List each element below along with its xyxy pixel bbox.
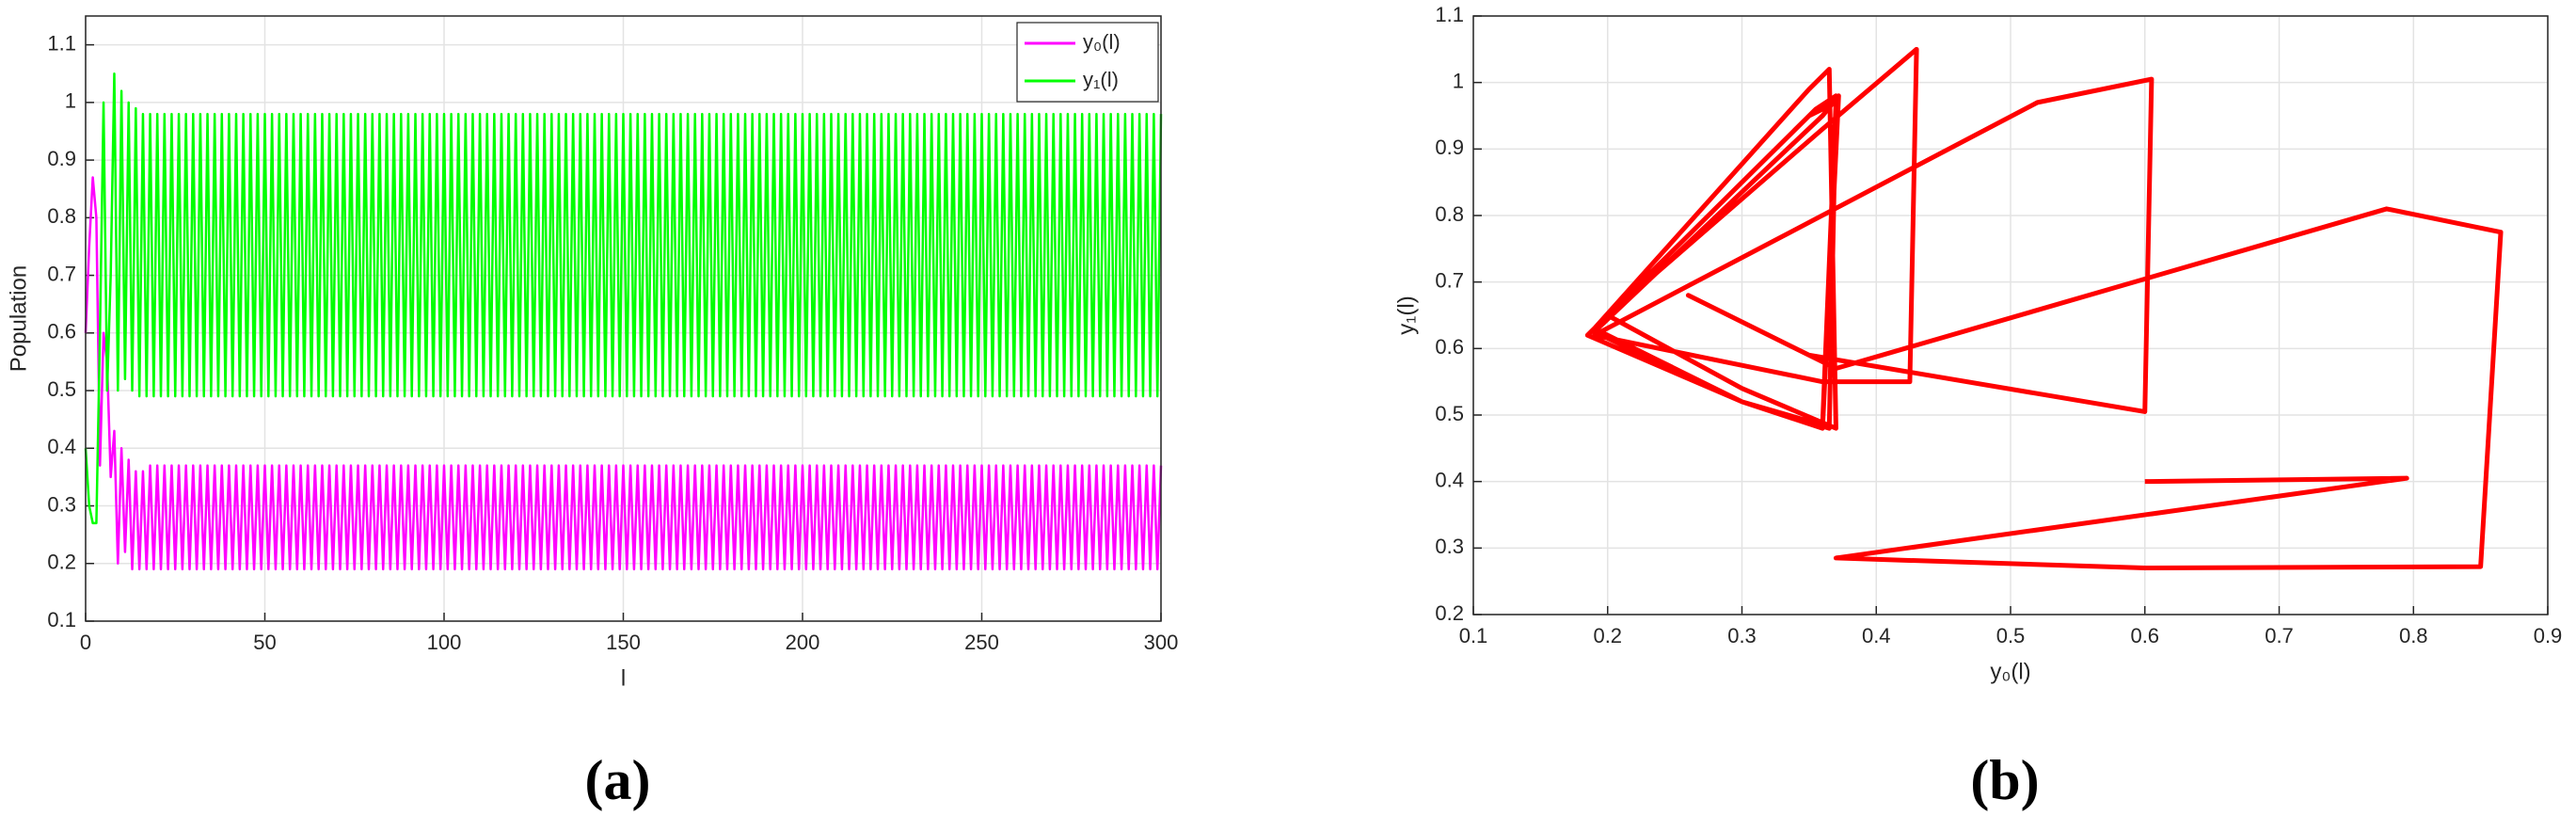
x-tick-label: 0.6 (2130, 624, 2159, 647)
x-tick-label: 200 (786, 631, 820, 654)
x-tick-label: 0.3 (1727, 624, 1757, 647)
y-tick-label: 0.6 (47, 320, 76, 344)
y-tick-label: 0.2 (1435, 601, 1464, 625)
axes-frame (1472, 15, 2549, 615)
x-tick-label: 0.2 (1593, 624, 1622, 647)
y-axis-label: Population (6, 265, 31, 372)
x-tick-label: 50 (253, 631, 276, 654)
data-line (1584, 46, 2504, 571)
data-line (84, 72, 1163, 525)
y-tick-label: 0.2 (47, 551, 76, 574)
y-tick-label: 0.8 (1435, 202, 1464, 226)
y-tick-label: 0.4 (47, 435, 76, 458)
x-axis-label: l (621, 665, 626, 691)
y-tick-label: 1.1 (1435, 3, 1464, 26)
y-tick-label: 1 (1453, 69, 1464, 92)
y-tick-label: 0.8 (47, 204, 76, 228)
y-tick-label: 0.3 (47, 492, 76, 516)
x-tick-label: 150 (606, 631, 641, 654)
x-tick-label: 0 (80, 631, 91, 654)
y-tick-label: 0.7 (47, 262, 76, 285)
x-tick-label: 0.1 (1459, 624, 1488, 647)
x-tick-label: 250 (964, 631, 999, 654)
panel-caption: (b) (1970, 749, 2039, 811)
legend-box (1016, 22, 1159, 103)
x-tick-label: 300 (1144, 631, 1179, 654)
x-tick-label: 0.8 (2399, 624, 2428, 647)
x-axis-label: y₀(l) (1990, 659, 2030, 684)
x-tick-label: 0.9 (2534, 624, 2563, 647)
y-tick-label: 0.7 (1435, 268, 1464, 292)
y-tick-label: 0.3 (1435, 535, 1464, 558)
x-tick-label: 0.5 (1996, 624, 2026, 647)
y-axis-label: y₁(l) (1393, 296, 1419, 334)
data-line (84, 176, 1163, 571)
x-tick-label: 0.4 (1862, 624, 1891, 647)
y-tick-label: 0.5 (47, 377, 76, 401)
y-tick-label: 0.4 (1435, 468, 1464, 491)
legend-label: y₀(l) (1083, 30, 1121, 54)
y-tick-label: 0.9 (47, 147, 76, 170)
x-tick-label: 100 (427, 631, 462, 654)
panel-caption: (a) (585, 749, 651, 811)
y-tick-label: 0.9 (1435, 136, 1464, 159)
axes-frame (85, 15, 1162, 622)
y-tick-label: 1.1 (47, 31, 76, 55)
x-tick-label: 0.7 (2265, 624, 2294, 647)
y-tick-label: 0.5 (1435, 402, 1464, 425)
y-tick-label: 1 (65, 89, 76, 113)
legend-label: y₁(l) (1083, 68, 1119, 91)
y-tick-label: 0.6 (1435, 335, 1464, 359)
y-tick-label: 0.1 (47, 608, 76, 631)
